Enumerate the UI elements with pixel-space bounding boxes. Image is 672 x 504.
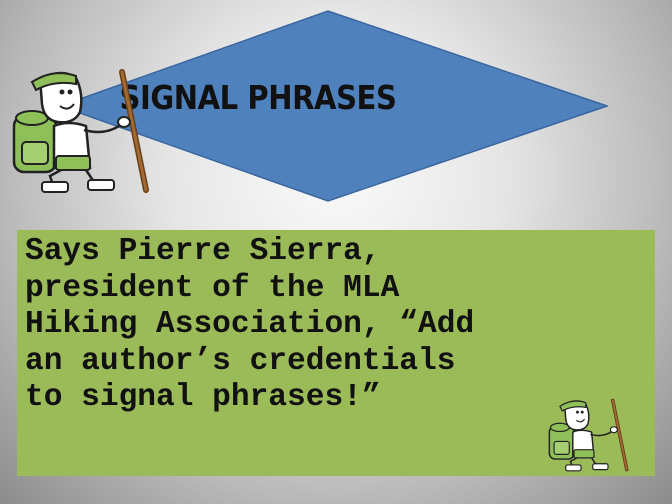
quote-line-2: president of the MLA xyxy=(25,270,400,306)
quote-line-1: Says Pierre Sierra, xyxy=(25,234,381,269)
quote-box: Says Pierre Sierra, president of the MLA… xyxy=(17,230,655,476)
quote-text: Says Pierre Sierra, president of the MLA… xyxy=(25,234,653,417)
quote-line-3: Hiking Association, “Add xyxy=(25,307,475,342)
quote-line-5: to signal phrases!” xyxy=(25,380,381,415)
hiker-large-icon xyxy=(10,64,160,198)
title-diamond xyxy=(60,10,608,202)
diamond-shape xyxy=(60,10,608,202)
quote-line-4: an author’s credentials xyxy=(25,343,456,379)
slide-title: SIGNAL PHRASES xyxy=(119,78,397,117)
hiker-small-icon xyxy=(547,388,635,482)
